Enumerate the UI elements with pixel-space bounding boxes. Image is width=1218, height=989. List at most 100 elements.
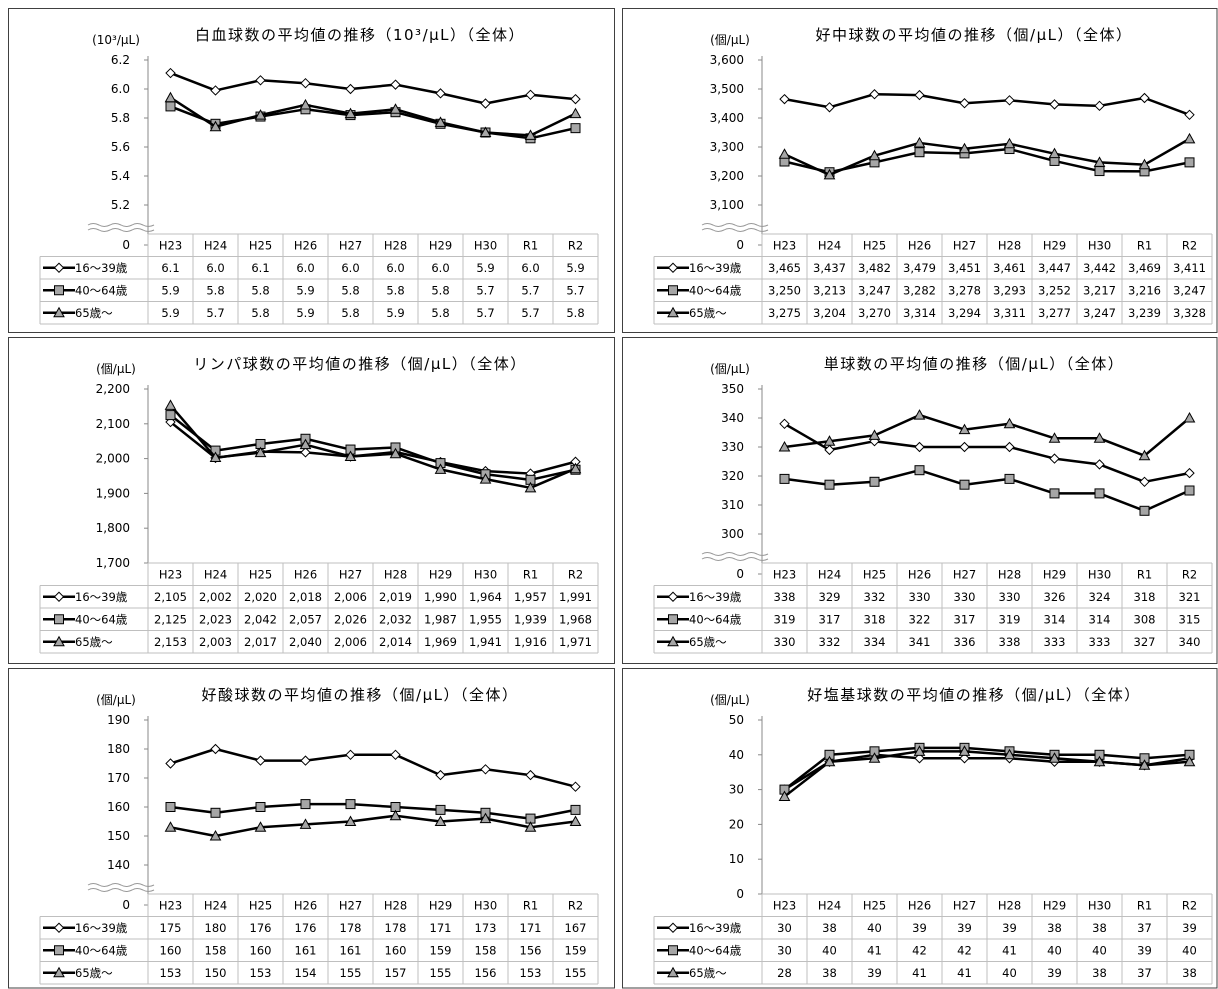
table-value: 3,293 [993, 283, 1026, 297]
table-value: 2,105 [154, 590, 187, 604]
x-tick-label: H23 [773, 567, 796, 581]
y-tick-label: 1,800 [96, 521, 130, 535]
y-axis-unit: (個/μL) [96, 693, 136, 707]
marker-triangle [778, 440, 791, 452]
marker-triangle [209, 451, 222, 463]
marker-diamond [570, 781, 581, 792]
chart-panel: 白血球数の平均値の推移（10³/μL）（全体） (10³/μL) 0 5.2 5.4 5.… [8, 8, 615, 333]
table-value: 39 [912, 921, 927, 935]
y-axis-unit: (10³/μL) [92, 33, 140, 47]
x-tick-label: R1 [523, 567, 538, 581]
table-value: 2,014 [379, 635, 412, 649]
y-tick-label: 50 [729, 713, 744, 727]
table-value: 28 [777, 966, 792, 980]
table-value: 1,990 [424, 590, 457, 604]
marker-square [914, 465, 925, 476]
table-value: 330 [954, 590, 976, 604]
marker-triangle [868, 752, 881, 763]
x-tick-label: H30 [474, 898, 497, 912]
marker-diamond [1139, 476, 1150, 488]
x-tick-label: R2 [1182, 238, 1197, 252]
table-value: 1,991 [559, 590, 592, 604]
marker-diamond [914, 753, 925, 764]
x-tick-label: R2 [568, 567, 583, 581]
marker-diamond [300, 77, 311, 89]
panel-border [622, 668, 1218, 989]
table-value: 171 [520, 921, 542, 935]
marker-triangle [524, 481, 537, 493]
legend-label: 40～64歳 [75, 283, 128, 297]
chart-panel: 好塩基球数の平均値の推移（個/μL）（全体） (個/μL) 0 10 20 30 40 50 H… [622, 668, 1218, 989]
table-value: 159 [565, 943, 587, 957]
marker-diamond [53, 262, 65, 273]
table-value: 3,217 [1083, 283, 1116, 297]
table-value: 41 [1002, 943, 1017, 957]
marker-square [914, 147, 925, 158]
marker-triangle [667, 966, 679, 978]
table-value: 38 [1182, 966, 1197, 980]
series-line [169, 404, 576, 490]
y-tick-label: 0 [122, 898, 130, 912]
panel-border [8, 337, 615, 664]
table-value: 5.8 [341, 306, 359, 320]
y-tick-label: 3,500 [710, 82, 744, 96]
series-line [783, 422, 1190, 484]
marker-triangle [569, 815, 582, 826]
x-tick-label: H27 [953, 238, 976, 252]
table-value: 317 [954, 612, 976, 626]
marker-diamond [667, 922, 679, 933]
marker-square [1139, 505, 1150, 516]
axis-break [701, 557, 769, 561]
legend-label: 40～64歳 [689, 612, 742, 626]
x-tick-label: H29 [1043, 238, 1066, 252]
table-value: 5.9 [296, 306, 314, 320]
marker-triangle [209, 829, 222, 841]
axis-break [87, 883, 155, 887]
table-value: 3,437 [813, 261, 846, 275]
table-value: 6.1 [251, 261, 269, 275]
table-value: 6.0 [431, 261, 449, 275]
table-value: 39 [957, 921, 972, 935]
y-tick-label: 5.4 [111, 169, 130, 183]
table-value: 2,019 [379, 590, 412, 604]
chart-panel: 好中球数の平均値の推移（個/μL）（全体） (個/μL) 0 3,100 3,200 3,… [622, 8, 1218, 333]
table-value: 334 [864, 635, 886, 649]
marker-triangle [958, 142, 971, 154]
marker-diamond [300, 447, 311, 458]
x-tick-label: H30 [1088, 898, 1111, 912]
table-value: 341 [909, 635, 931, 649]
legend-label: 65歳～ [689, 966, 727, 980]
table-value: 308 [1134, 612, 1156, 626]
marker-square [668, 285, 678, 296]
table-value: 329 [819, 590, 841, 604]
marker-square [54, 945, 64, 956]
x-tick-label: R2 [568, 898, 583, 912]
legend-label: 16～39歳 [75, 590, 128, 604]
y-tick-label: 2,000 [96, 452, 130, 466]
legend-label: 16～39歳 [689, 921, 742, 935]
table-value: 41 [867, 943, 882, 957]
table-value: 5.8 [431, 283, 449, 297]
table-value: 3,247 [1083, 306, 1116, 320]
table-value: 3,461 [993, 261, 1026, 275]
marker-triangle [868, 429, 881, 440]
marker-triangle [434, 815, 447, 826]
y-axis-unit: (個/μL) [96, 362, 136, 376]
marker-diamond [255, 75, 266, 86]
table-value: 6.0 [341, 261, 359, 275]
series-line [170, 814, 576, 838]
x-tick-label: H26 [908, 238, 931, 252]
y-tick-label: 6.0 [111, 82, 130, 96]
table-value: 326 [1044, 590, 1066, 604]
marker-diamond [345, 83, 356, 95]
legend-label: 40～64歳 [75, 943, 128, 957]
x-tick-label: H23 [773, 898, 796, 912]
table-value: 157 [385, 966, 407, 980]
marker-triangle [667, 306, 679, 318]
table-value: 180 [205, 921, 227, 935]
marker-square [779, 473, 790, 484]
table-value: 6.1 [161, 261, 179, 275]
marker-diamond [480, 764, 491, 775]
table-value: 154 [295, 966, 317, 980]
marker-diamond [1049, 99, 1060, 110]
